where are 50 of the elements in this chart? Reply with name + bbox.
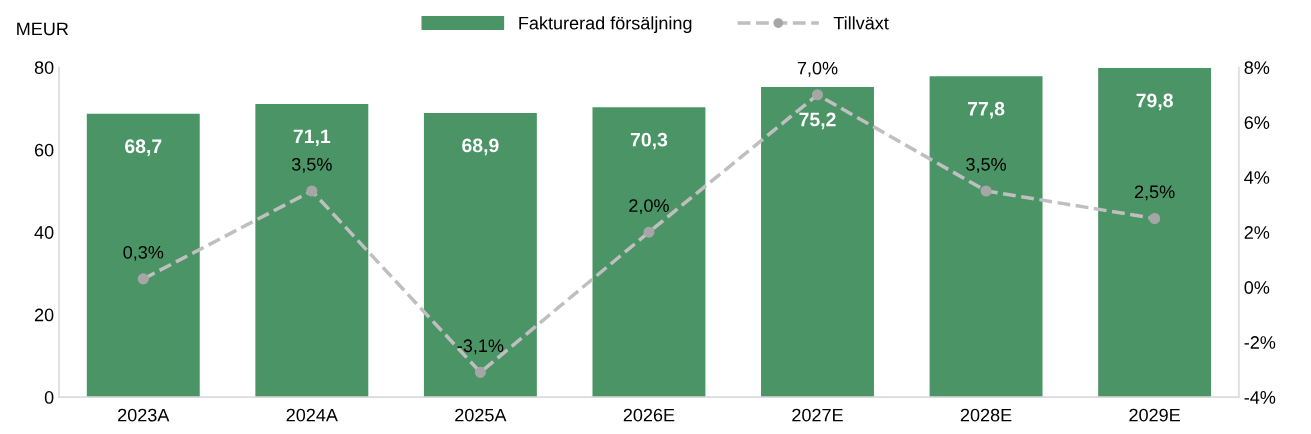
bar bbox=[255, 103, 369, 398]
data-label: 68,9 bbox=[462, 138, 499, 156]
x-tick-label: 2024A bbox=[286, 408, 338, 422]
y2-tick-label: 8% bbox=[1244, 61, 1270, 74]
x-tick-label: 2028E bbox=[960, 408, 1012, 422]
point bbox=[306, 185, 318, 197]
y2-tick-label: 4% bbox=[1244, 171, 1270, 184]
y-axis-title: MEUR bbox=[17, 22, 69, 36]
x-tick-label: 2026E bbox=[623, 408, 675, 422]
legend-label: Tillväxt bbox=[833, 16, 889, 30]
bar bbox=[929, 76, 1043, 398]
y-tick-label: 0 bbox=[44, 391, 54, 404]
y2-tick-label: 6% bbox=[1244, 116, 1270, 129]
data-label: 0,3% bbox=[123, 245, 164, 261]
y2-tick-label: 0% bbox=[1244, 281, 1270, 294]
data-label: 2,5% bbox=[1134, 185, 1175, 201]
data-label: 79,8 bbox=[1136, 93, 1173, 111]
point bbox=[137, 273, 149, 285]
x-tick-label: 2025A bbox=[455, 408, 507, 422]
data-label: 77,8 bbox=[967, 101, 1005, 119]
data-label: 3,5% bbox=[966, 157, 1006, 173]
y2-tick-label: -2% bbox=[1244, 336, 1276, 349]
x-tick-label: 2029E bbox=[1129, 408, 1180, 422]
data-label: -3,1% bbox=[457, 339, 504, 355]
y-tick-label: 60 bbox=[34, 143, 54, 157]
point bbox=[474, 366, 486, 378]
data-label: 7,0% bbox=[797, 61, 838, 77]
point bbox=[811, 89, 824, 101]
y-tick-label: 80 bbox=[34, 61, 54, 74]
point bbox=[643, 226, 655, 238]
data-label: 68,7 bbox=[125, 139, 162, 156]
bar bbox=[761, 87, 874, 398]
y-tick-label: 20 bbox=[34, 308, 54, 322]
data-label: 3,5% bbox=[291, 157, 332, 173]
bar bbox=[423, 113, 537, 398]
x-tick-label: 2027E bbox=[792, 408, 843, 422]
y2-tick-label: -4% bbox=[1244, 391, 1276, 404]
bar bbox=[1098, 68, 1212, 398]
bar bbox=[592, 107, 706, 398]
point bbox=[980, 185, 992, 197]
y2-tick-label: 2% bbox=[1244, 226, 1270, 239]
data-label: 75,2 bbox=[799, 112, 836, 130]
data-label: 70,3 bbox=[630, 132, 668, 150]
data-label: 2,0% bbox=[629, 199, 669, 215]
legend-label: Fakturerad försäljning bbox=[519, 16, 692, 34]
y-tick-label: 40 bbox=[34, 226, 54, 239]
x-tick-label: 2023A bbox=[118, 408, 170, 422]
bar bbox=[86, 113, 200, 398]
data-label: 71,1 bbox=[293, 129, 331, 147]
point bbox=[1149, 212, 1161, 225]
